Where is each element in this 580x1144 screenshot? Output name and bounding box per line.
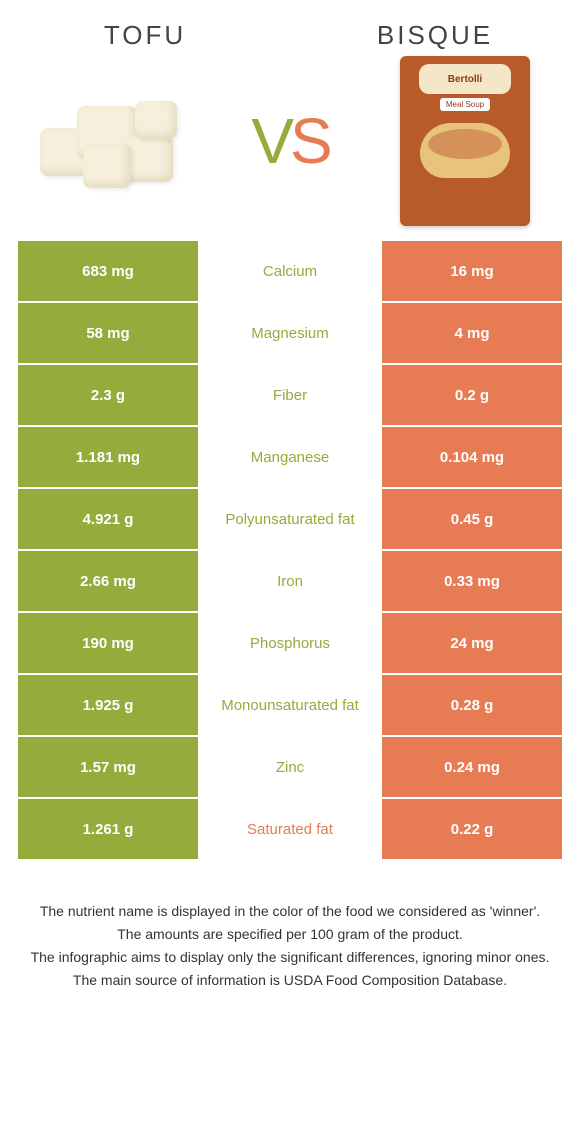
table-row: 58 mgMagnesium4 mg xyxy=(18,303,562,363)
left-value-cell: 1.925 g xyxy=(18,675,198,735)
bisque-product: Meal Soup xyxy=(440,98,490,111)
images-row: VS Bertolli Meal Soup xyxy=(0,61,580,241)
table-row: 2.66 mgIron0.33 mg xyxy=(18,551,562,611)
table-row: 1.181 mgManganese0.104 mg xyxy=(18,427,562,487)
nutrient-label-cell: Calcium xyxy=(198,241,382,301)
left-value-cell: 683 mg xyxy=(18,241,198,301)
vs-v-letter: V xyxy=(251,105,290,177)
right-value-cell: 0.33 mg xyxy=(382,551,562,611)
right-value-cell: 0.28 g xyxy=(382,675,562,735)
table-row: 1.261 gSaturated fat0.22 g xyxy=(18,799,562,859)
header: TOFU BISQUE xyxy=(0,0,580,61)
nutrient-label-cell: Zinc xyxy=(198,737,382,797)
bisque-image: Bertolli Meal Soup xyxy=(380,71,550,211)
vs-icon: VS xyxy=(251,104,328,178)
right-value-cell: 0.24 mg xyxy=(382,737,562,797)
table-row: 1.925 gMonounsaturated fat0.28 g xyxy=(18,675,562,735)
nutrient-label-cell: Monounsaturated fat xyxy=(198,675,382,735)
nutrient-label-cell: Saturated fat xyxy=(198,799,382,859)
footer-line: The amounts are specified per 100 gram o… xyxy=(20,924,560,945)
left-value-cell: 1.261 g xyxy=(18,799,198,859)
footer-line: The main source of information is USDA F… xyxy=(20,970,560,991)
comparison-table: 683 mgCalcium16 mg58 mgMagnesium4 mg2.3 … xyxy=(0,241,580,859)
footer-notes: The nutrient name is displayed in the co… xyxy=(0,861,580,991)
right-value-cell: 16 mg xyxy=(382,241,562,301)
table-row: 190 mgPhosphorus24 mg xyxy=(18,613,562,673)
left-value-cell: 2.3 g xyxy=(18,365,198,425)
nutrient-label-cell: Manganese xyxy=(198,427,382,487)
right-value-cell: 0.45 g xyxy=(382,489,562,549)
right-value-cell: 4 mg xyxy=(382,303,562,363)
footer-line: The infographic aims to display only the… xyxy=(20,947,560,968)
table-row: 4.921 gPolyunsaturated fat0.45 g xyxy=(18,489,562,549)
left-value-cell: 1.181 mg xyxy=(18,427,198,487)
left-value-cell: 2.66 mg xyxy=(18,551,198,611)
nutrient-label-cell: Magnesium xyxy=(198,303,382,363)
table-row: 683 mgCalcium16 mg xyxy=(18,241,562,301)
bisque-brand: Bertolli xyxy=(419,64,510,94)
left-food-title: TOFU xyxy=(0,20,290,51)
left-value-cell: 4.921 g xyxy=(18,489,198,549)
left-value-cell: 1.57 mg xyxy=(18,737,198,797)
nutrient-label-cell: Phosphorus xyxy=(198,613,382,673)
nutrient-label-cell: Iron xyxy=(198,551,382,611)
table-row: 1.57 mgZinc0.24 mg xyxy=(18,737,562,797)
nutrient-label-cell: Fiber xyxy=(198,365,382,425)
table-row: 2.3 gFiber0.2 g xyxy=(18,365,562,425)
left-value-cell: 190 mg xyxy=(18,613,198,673)
footer-line: The nutrient name is displayed in the co… xyxy=(20,901,560,922)
right-value-cell: 24 mg xyxy=(382,613,562,673)
right-food-title: BISQUE xyxy=(290,20,580,51)
right-value-cell: 0.22 g xyxy=(382,799,562,859)
tofu-image xyxy=(30,71,200,211)
vs-s-letter: S xyxy=(290,105,329,177)
nutrient-label-cell: Polyunsaturated fat xyxy=(198,489,382,549)
right-value-cell: 0.2 g xyxy=(382,365,562,425)
left-value-cell: 58 mg xyxy=(18,303,198,363)
right-value-cell: 0.104 mg xyxy=(382,427,562,487)
